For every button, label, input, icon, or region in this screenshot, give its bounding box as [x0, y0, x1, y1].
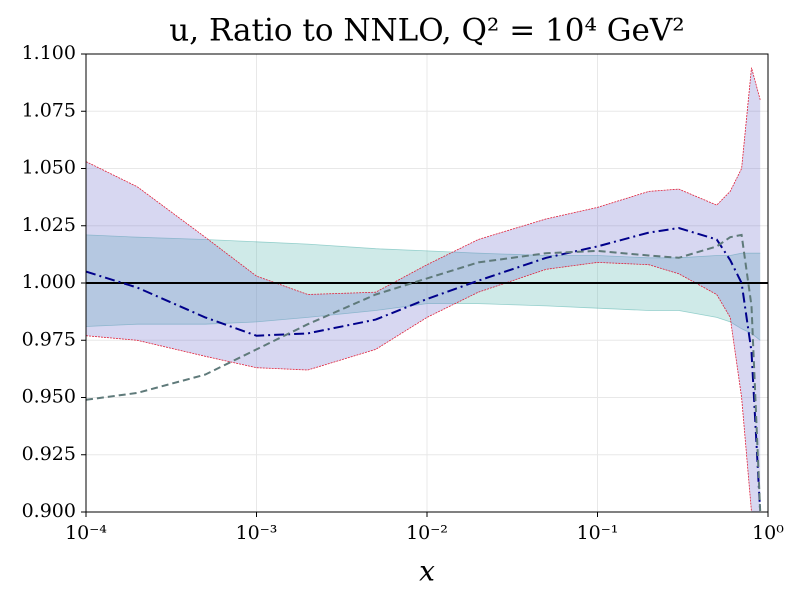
line	[86, 233, 762, 512]
x-tick-label: 10⁻³	[236, 522, 278, 544]
band-edge	[86, 234, 761, 259]
y-tick-label: 0.975	[22, 328, 76, 350]
y-tick-label: 1.075	[22, 99, 76, 121]
x-tick-label: 10⁻¹	[577, 522, 619, 544]
plot-frame	[85, 53, 769, 513]
y-tick-label: 1.025	[22, 214, 76, 236]
x-tick-label: 10⁰	[752, 522, 784, 544]
plot-area	[86, 67, 768, 512]
y-tick-label: 1.000	[22, 271, 76, 293]
y-tick-label: 1.050	[22, 157, 76, 179]
band	[86, 234, 761, 341]
chart-title: u, Ratio to NNLO, Q² = 10⁴ GeV²	[169, 13, 684, 49]
y-tick-label: 0.950	[22, 386, 76, 408]
y-tick-label: 1.100	[22, 42, 76, 64]
band-edge	[86, 67, 761, 295]
band-edge	[86, 261, 761, 512]
y-tick-label: 0.900	[22, 500, 76, 522]
x-tick-label: 10⁻⁴	[65, 522, 107, 544]
y-tick-label: 0.925	[22, 443, 76, 465]
band-edge	[86, 303, 761, 341]
band	[86, 67, 761, 512]
x-axis-label: x	[419, 555, 435, 588]
x-tick-label: 10⁻²	[406, 522, 448, 544]
line	[86, 226, 762, 512]
